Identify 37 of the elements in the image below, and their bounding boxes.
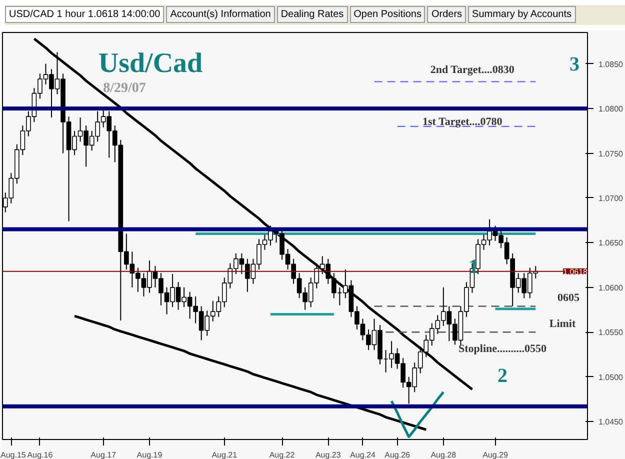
text: 8/29/07 [103,80,146,96]
y-tick-label: 1.0850 [598,60,624,69]
ref-line-label: 1.0618 [563,267,588,276]
text: Account(s) Information [166,6,275,23]
x-tick-label: Aug.17 [90,450,117,459]
y-tick-label: 1.0550 [598,328,624,338]
x-tick-label: Aug.28 [430,450,457,459]
text: Usd/Cad [98,48,204,79]
y-tick-label: 1.0750 [598,149,624,158]
x-tick-label: Aug.24 [350,450,376,459]
x-tick-label: Aug.26 [384,450,411,459]
y-tick-label: 1.0450 [598,418,624,427]
text: Orders [427,6,466,23]
text: Limit [549,318,576,330]
annotation: Stopline..........0550 [458,342,548,355]
y-tick-label: 1.0600 [598,283,624,292]
y-tick-label: 1.0800 [598,104,624,114]
text: USD/CAD 1 hour 1.0618 14:00:00 [5,6,164,23]
text: 0605 [558,292,580,304]
text: Dealing Rates [276,6,348,23]
x-tick-label: Aug.16 [27,450,54,459]
text: Open Positions [350,6,426,23]
y-tick-label: 1.0700 [598,194,624,203]
y-tick-label: 1.0650 [598,238,624,248]
annotation: 2nd Target....0830 [430,64,515,76]
x-tick-label: Aug.23 [315,450,342,459]
x-tick-label: Aug.15 [0,450,26,459]
text: Summary by Accounts [468,6,576,23]
line-series [73,314,428,431]
x-tick-label: Aug.29 [482,450,509,459]
annotation: 1st Target....0780 [422,116,503,128]
x-tick-label: Aug.21 [212,450,238,459]
x-tick-label: Aug.22 [269,450,296,459]
text: 3 [570,53,580,76]
x-tick-label: Aug.19 [136,450,163,459]
annotation: 2 [498,364,508,387]
y-tick-label: 1.0500 [598,372,624,382]
